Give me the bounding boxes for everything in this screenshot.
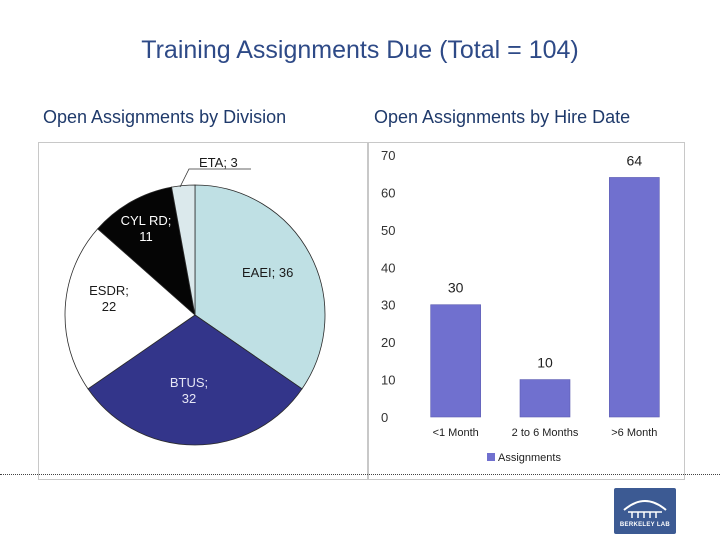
- pie-label-esdr-text: ESDR; 22: [89, 283, 129, 314]
- pie-slice-cyl-rd: [97, 186, 196, 317]
- pie-leader-eta: [179, 168, 251, 188]
- pie-label-btus-text: BTUS; 32: [169, 375, 209, 406]
- pie-slice-esdr: [64, 228, 196, 390]
- pie-chart: ETA; 3 CYL RD; 11 EAEI; 36 ESDR; 22 BTUS…: [38, 142, 368, 480]
- footer-divider: [0, 474, 720, 475]
- legend-label: Assignments: [498, 452, 561, 464]
- pie-label-btus: BTUS; 32: [167, 375, 211, 407]
- bar-value-label: 10: [537, 355, 553, 371]
- lab-building-icon: [623, 500, 667, 518]
- y-tick-label: 70: [381, 148, 395, 163]
- y-tick-label: 60: [381, 185, 395, 200]
- page-title: Training Assignments Due (Total = 104): [141, 36, 579, 64]
- pie-label-cyl-rd: CYL RD; 11: [119, 213, 173, 245]
- y-tick-label: 0: [381, 410, 388, 425]
- x-category-label: <1 Month: [433, 427, 479, 439]
- bar-1: [430, 304, 481, 418]
- pie-slice-eaei: [194, 184, 326, 390]
- pie-label-cyl-rd-text: CYL RD; 11: [120, 213, 172, 244]
- y-tick-label: 10: [381, 373, 395, 388]
- logo-text: BERKELEY LAB: [619, 522, 671, 528]
- y-tick-label: 50: [381, 223, 395, 238]
- bar-value-label: 30: [448, 280, 464, 296]
- berkeley-lab-logo: BERKELEY LAB: [614, 488, 676, 534]
- pie-label-eaei: EAEI; 36: [242, 265, 294, 280]
- pie-slice-btus: [87, 314, 303, 446]
- bar-chart-title: Open Assignments by Hire Date: [374, 107, 631, 127]
- pie-label-esdr: ESDR; 22: [86, 283, 132, 315]
- bar-chart-canvas: 0 10 20 30 40 50 60 70 30 <1 Month 10 2 to 6 Months…: [381, 148, 660, 464]
- bar-chart: 0 10 20 30 40 50 60 70 30 <1 Month 10 2 to 6 Months…: [368, 142, 685, 480]
- bar-value-label: 64: [627, 152, 643, 168]
- y-tick-label: 30: [381, 298, 395, 313]
- x-category-label: 2 to 6 Months: [512, 427, 579, 439]
- bar-2: [519, 379, 571, 418]
- pie-chart-canvas: [64, 168, 326, 446]
- pie-chart-title: Open Assignments by Division: [43, 107, 287, 127]
- bar-3: [609, 177, 660, 418]
- y-tick-label: 20: [381, 335, 395, 350]
- x-category-label: >6 Month: [611, 427, 657, 439]
- pie-slice-eta: [171, 184, 196, 316]
- legend-swatch: [487, 453, 495, 461]
- pie-label-eta: ETA; 3: [199, 155, 238, 170]
- y-tick-label: 40: [381, 260, 395, 275]
